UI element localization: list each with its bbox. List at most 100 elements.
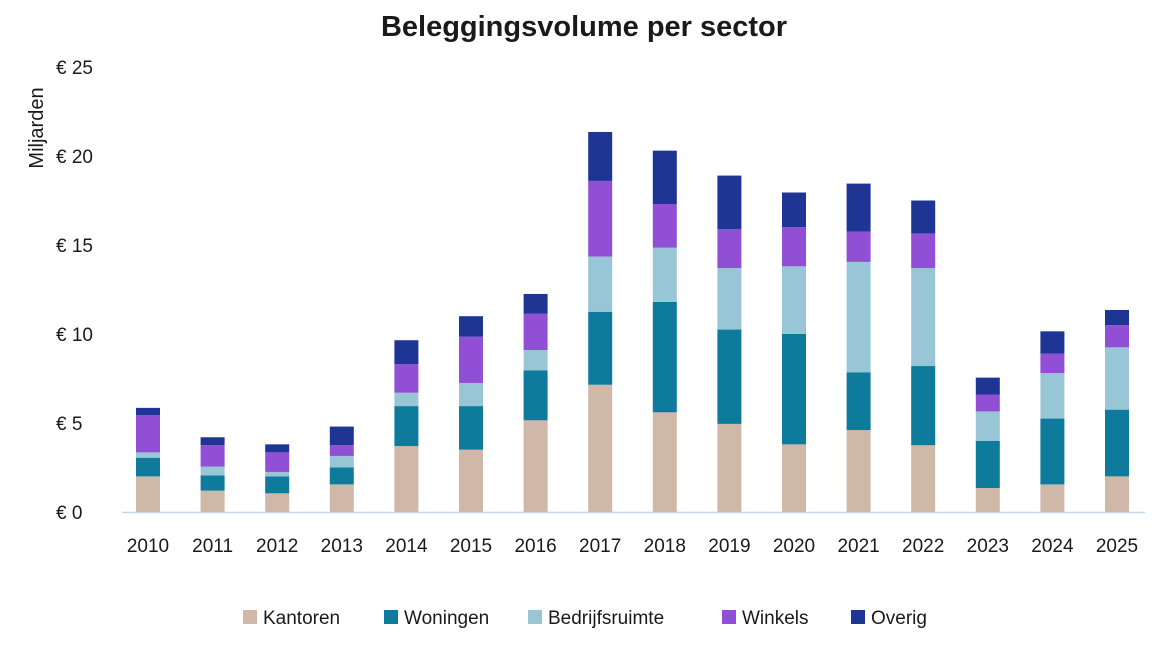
bar-woningen-2024 — [1040, 418, 1065, 485]
bar-overig-2020 — [782, 192, 806, 228]
bar-kantoren-2023 — [975, 487, 1000, 512]
bar-woningen-2020 — [782, 334, 806, 445]
x-tick-label: 2021 — [837, 536, 879, 557]
bar-woningen-2014 — [394, 406, 419, 447]
x-tick-label: 2016 — [514, 536, 556, 557]
bar-woningen-2011 — [200, 475, 225, 491]
x-tick-label: 2018 — [644, 536, 686, 557]
bar-winkels-2017 — [588, 180, 613, 257]
bar-woningen-2010 — [136, 457, 160, 477]
bar-woningen-2022 — [911, 366, 936, 446]
bar-bedrijfsruimte-2018 — [652, 247, 677, 302]
x-tick-label: 2013 — [321, 536, 363, 557]
bar-winkels-2019 — [717, 228, 742, 269]
legend-swatch — [243, 610, 257, 624]
bar-stack-2012 — [265, 444, 290, 512]
bar-winkels-2023 — [975, 394, 1000, 412]
y-tick-label: € 25 — [56, 58, 93, 79]
bar-woningen-2012 — [265, 476, 290, 494]
bar-overig-2024 — [1040, 331, 1065, 354]
bar-kantoren-2012 — [265, 493, 290, 512]
legend-item-bedrijfsruimte: Bedrijfsruimte — [528, 608, 664, 629]
bar-winkels-2016 — [523, 313, 548, 351]
y-axis: € 0 € 5 € 10 € 15 € 20 € 25 — [56, 58, 93, 524]
bar-kantoren-2015 — [459, 449, 483, 512]
bar-kantoren-2021 — [846, 430, 871, 512]
chart-title: Beleggingsvolume per sector — [381, 11, 787, 43]
legend: Kantoren Woningen Bedrijfsruimte Winkels Ove… — [243, 608, 927, 629]
bar-winkels-2022 — [911, 233, 936, 269]
y-axis-label: Miljarden — [26, 87, 48, 168]
bar-winkels-2015 — [459, 336, 483, 383]
bar-bedrijfsruimte-2017 — [588, 256, 613, 312]
bar-bedrijfsruimte-2016 — [523, 350, 548, 371]
x-tick-label: 2022 — [902, 536, 944, 557]
bar-stack-2023 — [975, 377, 1000, 512]
legend-item-woningen: Woningen — [384, 608, 489, 629]
x-tick-label: 2017 — [579, 536, 621, 557]
bar-overig-2017 — [588, 131, 613, 181]
bar-winkels-2025 — [1105, 325, 1129, 348]
x-tick-label: 2011 — [192, 536, 233, 557]
bar-overig-2018 — [652, 150, 677, 205]
bar-kantoren-2013 — [329, 484, 354, 512]
bar-winkels-2018 — [652, 204, 677, 248]
bar-stack-2018 — [652, 150, 677, 512]
legend-item-kantoren: Kantoren — [243, 608, 340, 629]
bar-overig-2023 — [975, 377, 1000, 395]
bar-kantoren-2024 — [1040, 484, 1065, 512]
bar-woningen-2013 — [329, 467, 354, 485]
bar-woningen-2018 — [652, 301, 677, 413]
bar-bedrijfsruimte-2010 — [136, 452, 160, 458]
bar-overig-2019 — [717, 175, 742, 229]
bar-bedrijfsruimte-2024 — [1040, 373, 1065, 419]
legend-item-overig: Overig — [851, 608, 927, 629]
y-tick-label: € 10 — [56, 325, 93, 346]
bar-bedrijfsruimte-2013 — [329, 455, 354, 468]
bar-kantoren-2010 — [136, 476, 160, 512]
bar-stack-2016 — [523, 293, 548, 512]
bar-winkels-2014 — [394, 364, 419, 393]
bar-woningen-2023 — [975, 440, 1000, 488]
bar-overig-2011 — [200, 437, 225, 446]
bar-kantoren-2022 — [911, 445, 936, 512]
x-tick-label: 2014 — [385, 536, 428, 557]
x-tick-label: 2025 — [1096, 536, 1138, 557]
bar-kantoren-2020 — [782, 444, 806, 512]
bar-bedrijfsruimte-2025 — [1105, 347, 1129, 410]
bar-overig-2014 — [394, 340, 419, 365]
bar-stack-2017 — [588, 131, 613, 512]
legend-label: Bedrijfsruimte — [548, 608, 664, 629]
bar-bedrijfsruimte-2012 — [265, 471, 290, 477]
bar-overig-2021 — [846, 183, 871, 232]
y-tick-label: € 20 — [56, 147, 93, 168]
bar-bedrijfsruimte-2021 — [846, 261, 871, 373]
bar-woningen-2025 — [1105, 409, 1129, 477]
bar-overig-2015 — [459, 316, 483, 337]
bar-stack-2022 — [911, 200, 936, 512]
bar-woningen-2019 — [717, 329, 742, 424]
bar-kantoren-2019 — [717, 423, 742, 512]
bar-stack-2015 — [459, 316, 483, 512]
legend-swatch — [384, 610, 398, 624]
bar-kantoren-2017 — [588, 384, 613, 512]
bar-overig-2012 — [265, 444, 290, 453]
x-tick-label: 2012 — [256, 536, 298, 557]
bar-stack-2013 — [329, 426, 354, 512]
y-tick-label: € 15 — [56, 236, 93, 257]
bar-woningen-2016 — [523, 370, 548, 421]
bar-winkels-2020 — [782, 227, 806, 267]
bar-winkels-2011 — [200, 445, 225, 467]
bar-stack-2021 — [846, 183, 871, 512]
bar-bedrijfsruimte-2019 — [717, 268, 742, 330]
x-tick-label: 2020 — [773, 536, 815, 557]
legend-label: Woningen — [404, 608, 489, 629]
bar-overig-2016 — [523, 293, 548, 314]
legend-label: Kantoren — [263, 608, 340, 629]
x-tick-label: 2024 — [1031, 536, 1074, 557]
bar-stack-2025 — [1105, 309, 1129, 512]
x-tick-label: 2015 — [450, 536, 492, 557]
x-axis: 2010 2011 2012 2013 2014 2015 2016 2017 2018 2019… — [127, 536, 1138, 557]
bar-bedrijfsruimte-2023 — [975, 411, 1000, 441]
